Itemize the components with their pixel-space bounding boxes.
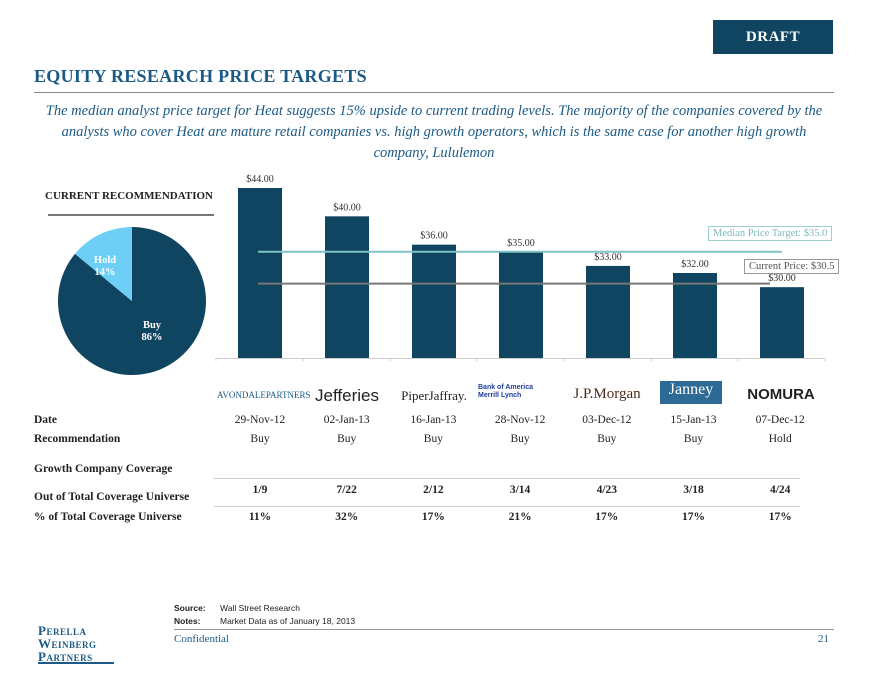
logo-bofa-merrill: Bank of America Merrill Lynch (478, 384, 533, 399)
table-cell: 02-Jan-13 (323, 414, 370, 426)
logo-jefferies: Jefferies (315, 386, 379, 405)
draft-badge: DRAFT (713, 20, 833, 54)
bar (499, 251, 543, 358)
title-divider (34, 92, 834, 93)
footer-divider (174, 629, 834, 630)
pie-title: CURRENT RECOMMENDATION (45, 190, 213, 202)
pie-value-buy: 86% (142, 332, 163, 343)
row-label: % of Total Coverage Universe (34, 511, 182, 523)
table-cell: 07-Dec-12 (755, 414, 805, 426)
table-cell: 3/14 (509, 484, 531, 496)
table-cell: Buy (597, 433, 617, 445)
pie-chart: Hold 14% Buy 86% (57, 227, 206, 375)
bar-data-label: $44.00 (246, 174, 274, 185)
logo-piper-jaffray: PiperJaffray. (401, 388, 467, 403)
confidential-label: Confidential (174, 633, 229, 645)
table-cell: 2/12 (423, 484, 444, 496)
table-cell: 21% (508, 511, 532, 523)
pwp-logo: Perella Weinberg Partners (38, 623, 97, 664)
table-cell: Buy (510, 433, 530, 445)
table-cell: 11% (248, 511, 272, 523)
table-cell: 03-Dec-12 (582, 414, 632, 426)
source-text: Wall Street Research (220, 603, 300, 613)
page-subtitle: The median analyst price target for Heat… (45, 103, 823, 161)
page-title: EQUITY RESEARCH PRICE TARGETS (34, 66, 367, 86)
pie-value-hold: 14% (95, 267, 116, 278)
table-cell: 16-Jan-13 (410, 414, 457, 426)
table-cell: 4/23 (596, 484, 618, 496)
table-cell: 7/22 (336, 484, 357, 496)
table-cell: 17% (682, 511, 705, 523)
pie-label-buy: Buy (143, 320, 162, 331)
pwp-logo-rule (38, 662, 114, 664)
table-cell: Buy (423, 433, 443, 445)
bar-data-label: $36.00 (420, 231, 448, 242)
bar (673, 273, 717, 358)
bar (238, 188, 282, 358)
bar-data-label: $40.00 (333, 202, 361, 213)
divider (214, 506, 800, 507)
row-label: Date (34, 414, 57, 426)
table-cell: 17% (421, 511, 445, 523)
price-target-bar-chart: $44.00 $40.00 $36.00 $35.00 $33.00 $32.00 $30.… (215, 174, 826, 361)
pie-slice-hold (74, 227, 132, 301)
current-price-label: Current Price: $30.5 (744, 259, 840, 274)
table-cell: 29-Nov-12 (234, 414, 286, 426)
table-cell: Hold (768, 433, 792, 445)
bar-data-label: $30.00 (768, 273, 796, 284)
logo-jpmorgan: J.P.Morgan (573, 386, 641, 402)
median-price-label: Median Price Target: $35.0 (708, 226, 833, 241)
table-cell: Buy (337, 433, 357, 445)
bar (325, 216, 369, 358)
table-cell: 32% (335, 511, 359, 523)
row-label: Out of Total Coverage Universe (34, 491, 190, 503)
table-cell: 17% (768, 511, 792, 523)
source-label: Source: (174, 603, 206, 613)
notes-text: Market Data as of January 18, 2013 (220, 616, 356, 626)
logo-nomura: NOMURA (747, 386, 815, 403)
divider (214, 478, 800, 479)
logo-janney: Janney (660, 381, 722, 404)
table-cell: 1/9 (252, 484, 268, 496)
pie-title-divider (48, 214, 214, 216)
bar-data-label: $35.00 (507, 238, 535, 249)
bar (412, 244, 456, 358)
table-cell: 15-Jan-13 (670, 414, 717, 426)
page-number: 21 (818, 633, 829, 645)
table-cell: 4/24 (769, 484, 791, 496)
logo-avondale: AVONDALEPARTNERS (217, 390, 311, 400)
table-cell: Buy (683, 433, 704, 445)
bar (586, 265, 630, 358)
bar (760, 287, 804, 358)
table-cell: 28-Nov-12 (494, 414, 546, 426)
bar-data-label: $32.00 (681, 259, 709, 270)
table-cell: 17% (595, 511, 619, 523)
table-cell: 3/18 (683, 484, 704, 496)
bar-data-label: $33.00 (594, 252, 622, 263)
notes-label: Notes: (174, 616, 201, 626)
pie-label-hold: Hold (94, 255, 116, 266)
section-label: Growth Company Coverage (34, 463, 173, 475)
source-notes: Source: Wall Street Research Notes: Market… (174, 602, 355, 628)
table-cell: Buy (250, 433, 270, 445)
row-label: Recommendation (34, 433, 121, 445)
